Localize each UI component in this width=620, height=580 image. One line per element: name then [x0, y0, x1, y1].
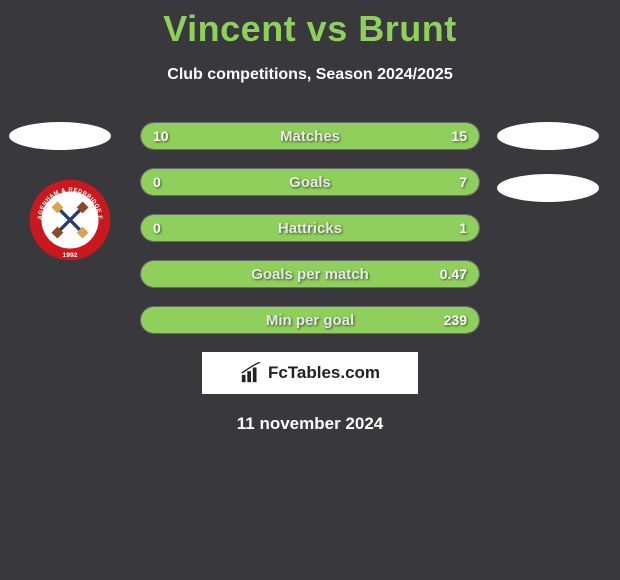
player-left-avatar-placeholder — [9, 122, 111, 150]
stat-row: 0Goals7 — [140, 168, 480, 196]
svg-text:1992: 1992 — [63, 252, 78, 259]
page-title: Vincent vs Brunt — [0, 0, 620, 50]
player-right-avatar-placeholder — [497, 122, 599, 150]
club-right-badge-placeholder — [497, 174, 599, 202]
stat-row: 0Hattricks1 — [140, 214, 480, 242]
stat-value-right: 15 — [451, 123, 467, 149]
stat-value-right: 0.47 — [440, 261, 467, 287]
stat-label: Goals — [141, 169, 479, 195]
stat-value-right: 239 — [444, 307, 467, 333]
stat-label: Matches — [141, 123, 479, 149]
stat-label: Hattricks — [141, 215, 479, 241]
subtitle: Club competitions, Season 2024/2025 — [0, 66, 620, 84]
stat-bars-container: 10Matches15 0Goals7 0Hattricks1 Goals per m… — [140, 122, 480, 334]
stat-value-right: 1 — [459, 215, 467, 241]
stat-label: Goals per match — [141, 261, 479, 287]
stat-row: 10Matches15 — [140, 122, 480, 150]
stat-value-right: 7 — [459, 169, 467, 195]
stat-label: Min per goal — [141, 307, 479, 333]
club-left-badge: DAGENHAM & REDBRIDGE FC 1992 — [28, 178, 112, 262]
fctables-logo: FcTables.com — [202, 352, 418, 394]
chart-icon — [240, 362, 262, 384]
stat-row: Goals per match0.47 — [140, 260, 480, 288]
stat-row: Min per goal239 — [140, 306, 480, 334]
date-text: 11 november 2024 — [0, 414, 620, 434]
logo-text: FcTables.com — [268, 363, 380, 383]
comparison-content: DAGENHAM & REDBRIDGE FC 1992 10Matches15… — [0, 122, 620, 334]
